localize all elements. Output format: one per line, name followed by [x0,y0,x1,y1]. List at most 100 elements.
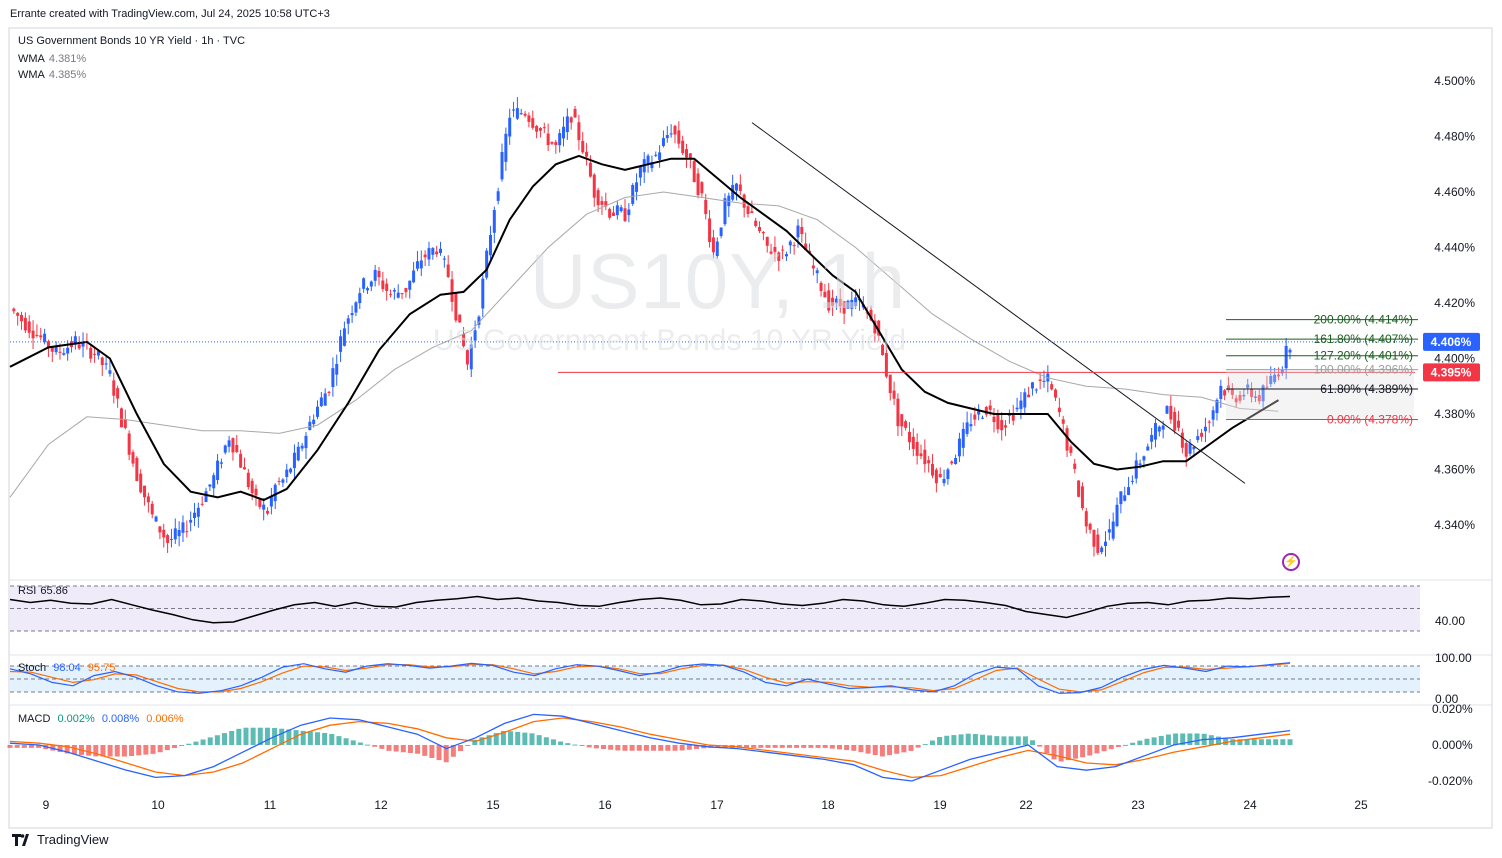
candle-body [208,484,212,487]
candle-body [1146,446,1150,451]
stoch-legend[interactable]: Stoch 98.04 95.75 [18,662,116,674]
candle-body [915,441,919,456]
candle-body [669,133,673,135]
candle-body [492,210,496,233]
candle-body [346,318,350,324]
macd-histogram-bar [608,745,614,750]
macd-histogram-bar [536,735,542,745]
candle-body [200,503,204,505]
legend-wma-1[interactable]: WMA 4.381% [18,53,87,65]
candle-body [784,254,788,257]
candle-body [1092,530,1096,547]
candle-body [127,433,131,455]
candle-body [892,390,896,399]
macd-histogram-bar [400,745,406,753]
macd-histogram-bar [779,745,785,748]
macd-histogram-bar [458,745,464,752]
x-tick-label: 15 [486,798,500,812]
candle-body [1103,541,1107,547]
macd-histogram-bar [1037,745,1043,747]
candle-body [1023,392,1027,408]
candle-body [104,363,108,365]
candle-body [235,445,239,452]
macd-histogram-bar [1058,745,1064,762]
macd-histogram-bar [622,745,628,751]
macd-histogram-bar [129,745,135,757]
candle-body [412,270,416,283]
candle-body [796,225,800,238]
macd-histogram-bar [450,745,456,757]
candle-body [162,529,166,538]
macd-histogram-bar [1165,734,1171,745]
candle-body [266,510,270,514]
macd-histogram-bar [93,745,99,757]
macd-histogram-bar [286,729,292,745]
candle-body [331,368,335,387]
macd-histogram-bar [136,745,142,756]
candle-body [27,321,31,333]
last-price-label: 4.406% [1431,335,1472,349]
candle-body [661,138,665,146]
macd-histogram-bar [1208,735,1214,745]
candle-body [646,155,650,165]
candle-body [942,478,946,484]
macd-histogram-bar [980,734,986,745]
candle-body [273,484,277,502]
candle-body [327,391,331,393]
macd-histogram-bar [14,745,20,748]
candle-body [1027,394,1031,398]
footer-brand[interactable]: TradingView [12,832,109,847]
candle-body [1138,463,1142,466]
macd-histogram-bar [858,745,864,753]
macd-histogram-bar [207,737,213,745]
candle-body [1073,463,1077,469]
legend-wma-2[interactable]: WMA 4.385% [18,69,87,81]
candle-body [881,344,885,356]
macd-histogram-bar [179,745,185,746]
candle-body [20,314,24,322]
macd-histogram-bar [937,737,943,745]
candle-body [1038,379,1042,381]
candle-body [231,438,235,453]
macd-histogram-bar [64,745,70,754]
candle-body [119,408,123,428]
candle-body [585,151,589,157]
macd-histogram-bar [1030,740,1036,745]
y-tick-label: 4.480% [1434,130,1475,144]
candle-body [227,440,231,447]
candle-body [427,248,431,260]
tradingview-logo-icon [12,833,29,846]
flash-icon[interactable]: ⚡ [1282,553,1300,571]
macd-histogram-bar [200,739,206,745]
x-tick-label: 16 [598,798,612,812]
candle-body [977,409,981,415]
candle-body [58,351,62,353]
candle-body [319,397,323,407]
macd-legend[interactable]: MACD 0.002% 0.008% 0.006% [18,713,184,725]
candle-body [362,278,366,289]
trend-line [751,122,1246,484]
macd-histogram-bar [436,745,442,761]
candle-body [135,457,139,482]
rsi-band [10,586,1420,631]
candle-body [185,531,189,533]
candle-body [223,445,227,453]
macd-tick-label: 0.020% [1432,702,1473,716]
candle-body [73,336,77,345]
candle-body [365,288,369,291]
candle-body [462,333,466,347]
fib-level-label: 61.80% (4.389%) [1320,382,1413,396]
macd-histogram-bar [36,745,42,748]
x-tick-label: 11 [264,798,277,812]
macd-histogram-bar [86,745,92,756]
candle-body [1250,388,1254,397]
candle-body [854,297,858,307]
candle-body [1065,428,1069,451]
rsi-tick-label: 40.00 [1435,614,1465,628]
fibonacci-extension[interactable]: 200.00% (4.414%) 161.80% (4.407%) 127.20% … [1226,313,1418,427]
candle-body [481,278,485,309]
rsi-legend[interactable]: RSI 65.86 [18,585,68,597]
candle-body [635,182,639,192]
candle-body [339,336,343,352]
